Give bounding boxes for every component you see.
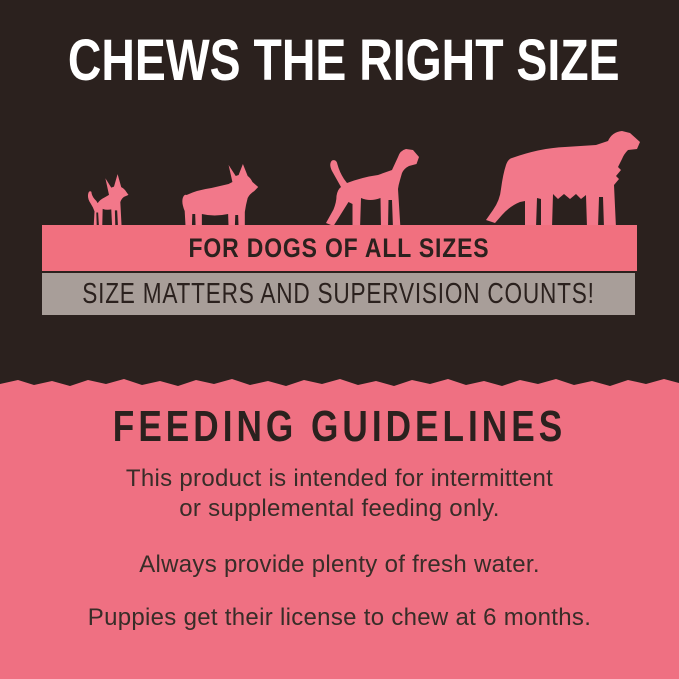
- feeding-guidelines-section: [0, 379, 679, 679]
- retriever-silhouette-icon: [486, 131, 640, 228]
- note-line: This product is intended for intermitten…: [125, 465, 554, 492]
- page-title: CHEWS THE RIGHT SIZE: [67, 28, 620, 93]
- note-line: or supplemental feeding only.: [179, 495, 500, 522]
- note-line: Always provide plenty of fresh water.: [139, 551, 540, 578]
- puppies-note: Puppies get their license to chew at 6 m…: [0, 603, 679, 633]
- supervision-banner-label: SIZE MATTERS AND SUPERVISION COUNTS!: [82, 277, 595, 310]
- chihuahua-silhouette-icon: [87, 174, 129, 228]
- fresh-water-note: Always provide plenty of fresh water.: [0, 550, 679, 580]
- terrier-silhouette-icon: [326, 149, 419, 229]
- note-line: Puppies get their license to chew at 6 m…: [87, 604, 592, 631]
- all-sizes-banner: FOR DOGS OF ALL SIZES: [42, 225, 637, 271]
- intermittent-feeding-note: This product is intended for intermitten…: [0, 464, 679, 524]
- feeding-guidelines-heading: FEEDING GUIDELINES: [112, 402, 567, 451]
- supervision-banner: SIZE MATTERS AND SUPERVISION COUNTS!: [42, 273, 635, 315]
- all-sizes-banner-label: FOR DOGS OF ALL SIZES: [189, 232, 490, 263]
- corgi-silhouette-icon: [182, 164, 259, 228]
